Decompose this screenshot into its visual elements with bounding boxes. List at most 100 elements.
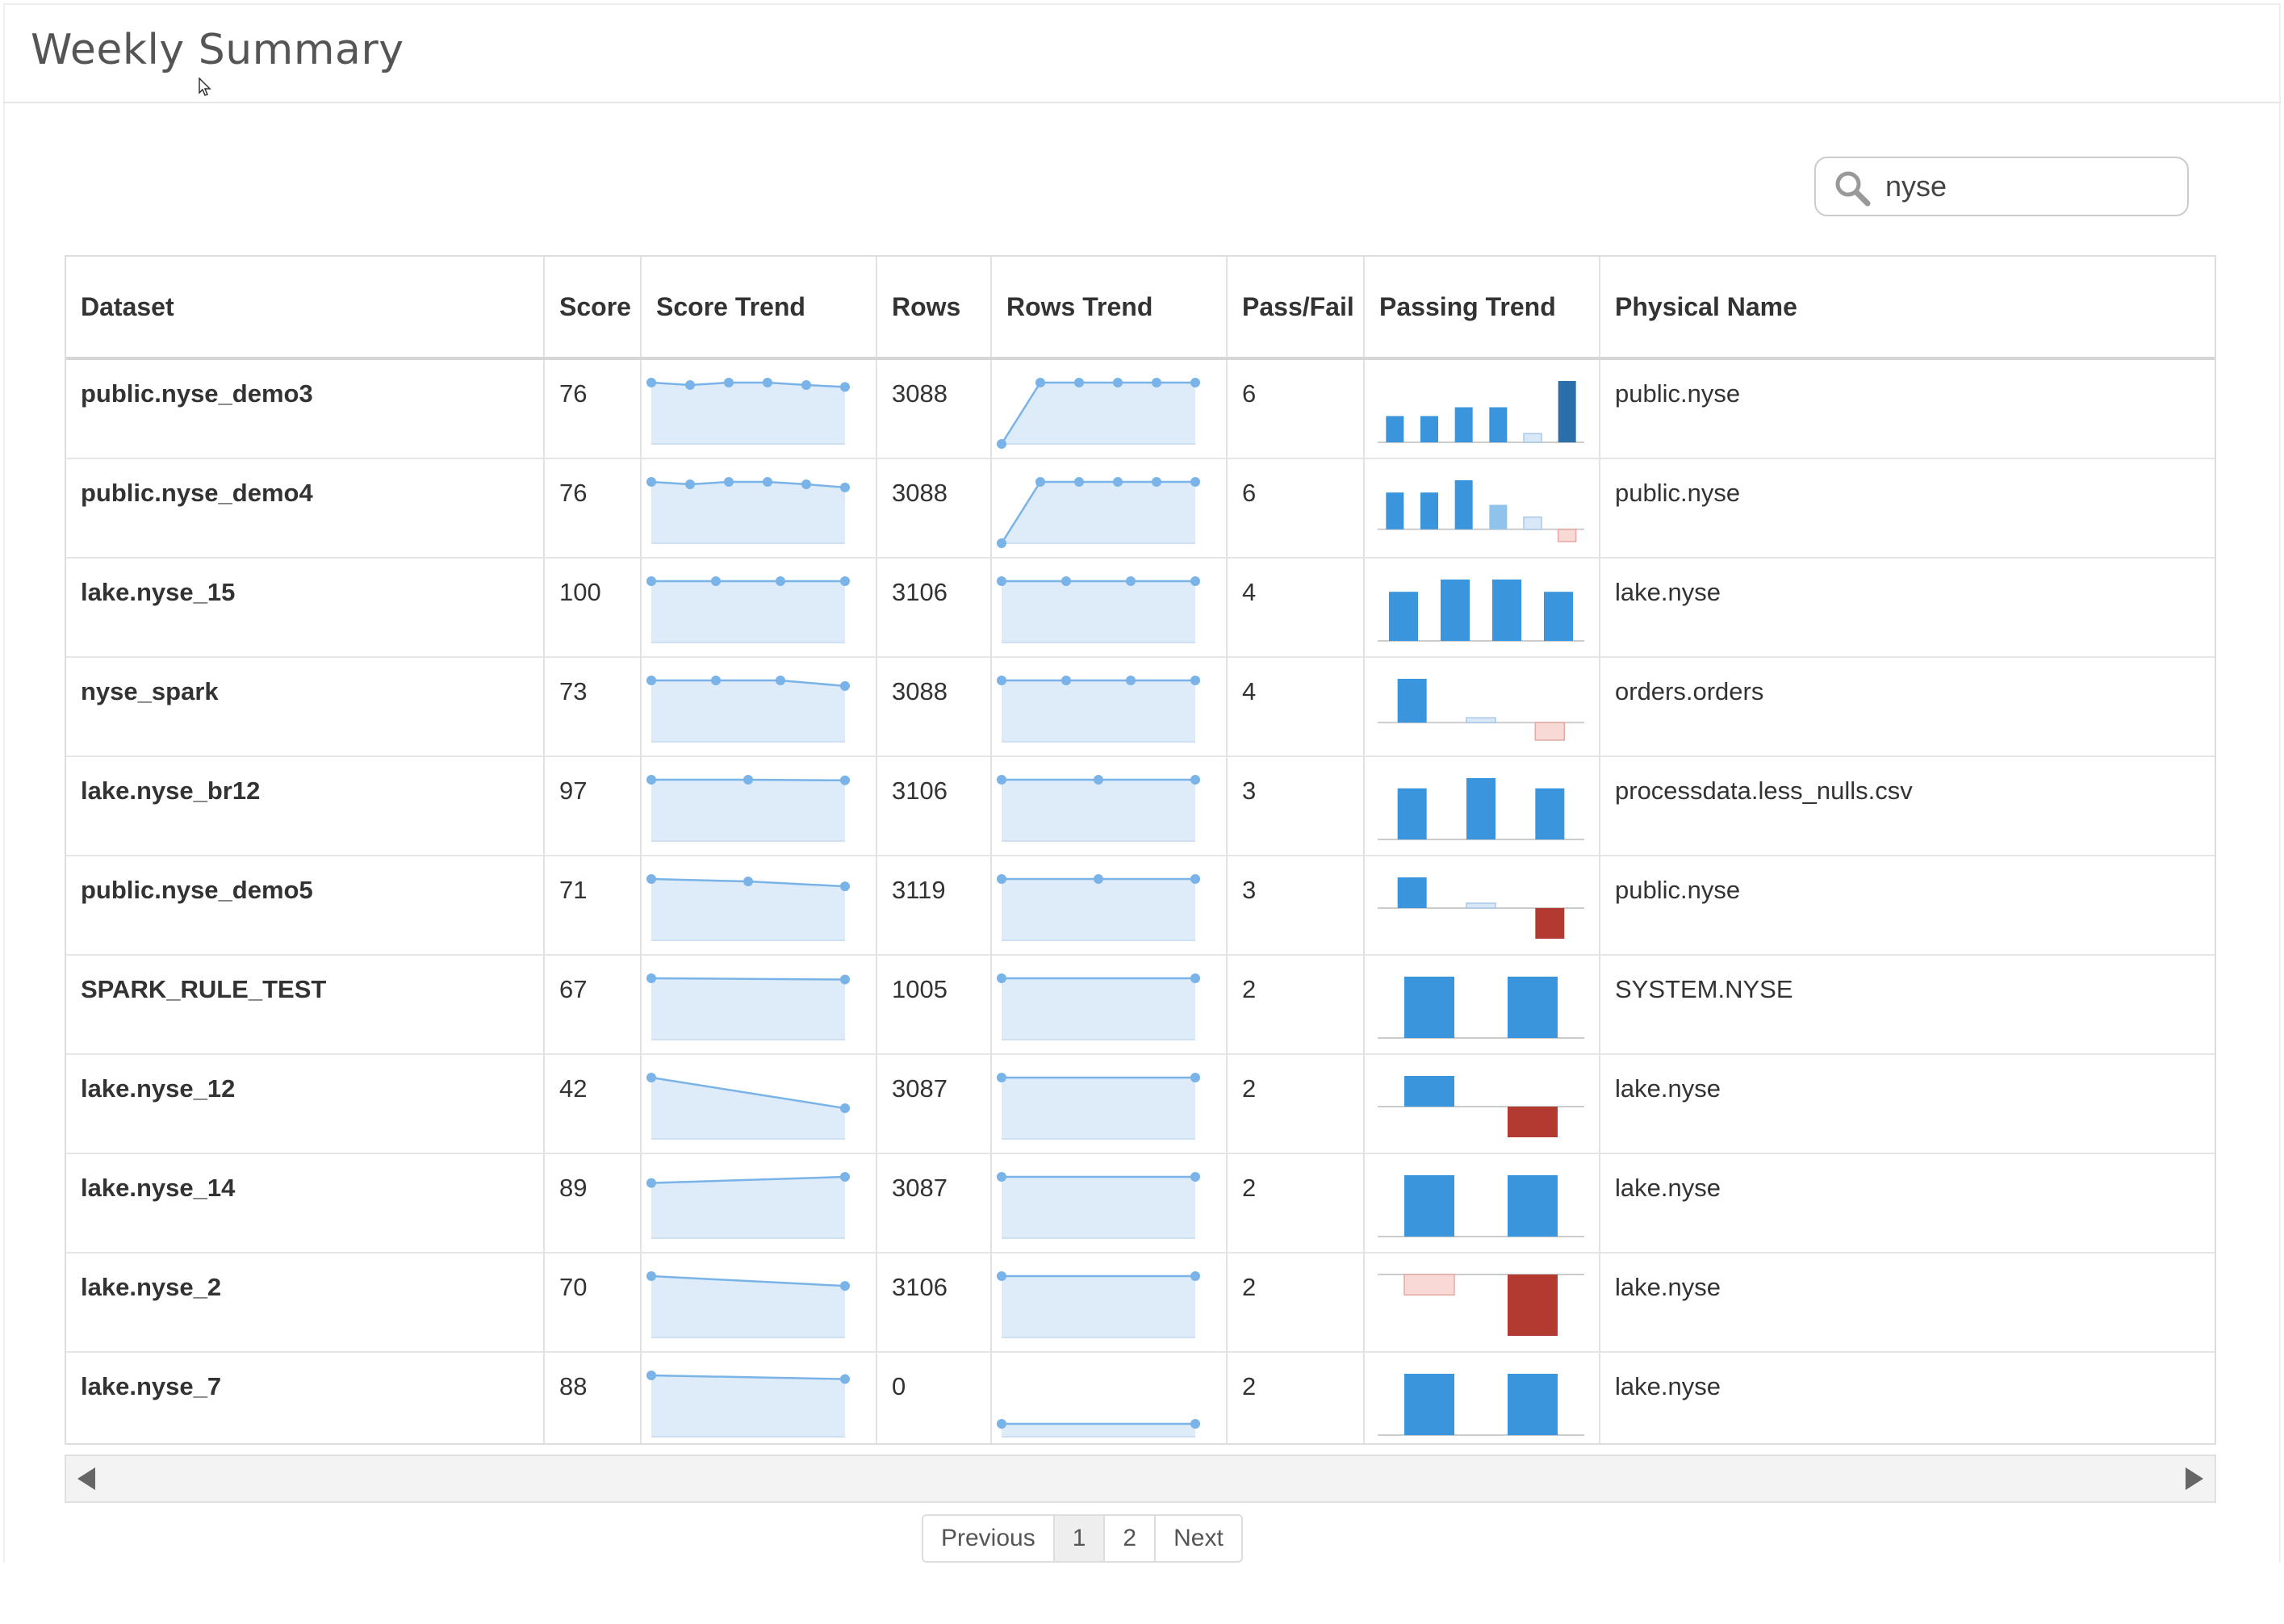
table-row[interactable]: lake.nyse_7 88 0 2 lake.nyse bbox=[66, 1352, 2215, 1443]
score-trend-cell bbox=[641, 358, 877, 458]
table-row[interactable]: public.nyse_demo3 76 3088 6 public.nyse bbox=[66, 358, 2215, 458]
trend-line bbox=[650, 977, 846, 981]
trend-point bbox=[997, 439, 1006, 449]
trend-point bbox=[776, 676, 785, 685]
passing-bar bbox=[1492, 580, 1521, 641]
column-header-rows-trend[interactable]: Rows Trend bbox=[991, 257, 1228, 360]
score-trend-cell bbox=[641, 756, 877, 856]
table-row[interactable]: lake.nyse_2 70 3106 2 lake.nyse bbox=[66, 1253, 2215, 1352]
rows-trend-chart bbox=[997, 1172, 1200, 1239]
passing-trend-cell bbox=[1364, 558, 1600, 657]
column-header-passing-trend[interactable]: Passing Trend bbox=[1364, 257, 1600, 360]
trend-point bbox=[724, 378, 734, 387]
scroll-left-arrow-icon[interactable] bbox=[77, 1467, 95, 1490]
trend-point bbox=[1152, 378, 1161, 387]
trend-area bbox=[1002, 383, 1195, 444]
next-page-button[interactable]: Next bbox=[1173, 1525, 1224, 1551]
dataset-cell: lake.nyse_12 bbox=[66, 1054, 545, 1153]
table-row[interactable]: lake.nyse_15 100 3106 4 lake.nyse bbox=[66, 558, 2215, 657]
page-header: Weekly Summary bbox=[3, 3, 2281, 103]
score-cell: 73 bbox=[544, 657, 642, 756]
dataset-cell: lake.nyse_7 bbox=[66, 1352, 545, 1443]
passing-trend-chart bbox=[1378, 1175, 1584, 1237]
passing-bar bbox=[1386, 416, 1404, 442]
passing-bar bbox=[1454, 407, 1473, 442]
table-row[interactable]: lake.nyse_12 42 3087 2 lake.nyse bbox=[66, 1054, 2215, 1153]
rows-cell: 3106 bbox=[876, 558, 992, 657]
passing-trend-cell bbox=[1364, 1054, 1600, 1153]
trend-area bbox=[651, 978, 845, 1040]
trend-point bbox=[776, 576, 785, 586]
passing-bar bbox=[1534, 722, 1566, 741]
trend-point bbox=[997, 1073, 1006, 1082]
passing-trend-cell bbox=[1364, 756, 1600, 856]
trend-area bbox=[651, 780, 845, 841]
summary-table-container: Dataset Score Score Trend Rows Rows Tren… bbox=[65, 255, 2216, 1445]
rows-trend-chart bbox=[997, 1271, 1200, 1338]
pass-fail-cell: 2 bbox=[1227, 1253, 1365, 1352]
column-header-physical-name[interactable]: Physical Name bbox=[1600, 257, 2215, 360]
trend-point bbox=[840, 482, 850, 492]
passing-bar bbox=[1389, 592, 1418, 641]
table-row[interactable]: SPARK_RULE_TEST 67 1005 2 SYSTEM.NYSE bbox=[66, 955, 2215, 1054]
trend-point bbox=[1074, 477, 1084, 487]
column-header-score[interactable]: Score bbox=[544, 257, 642, 360]
score-trend-chart bbox=[646, 1073, 850, 1140]
trend-point bbox=[1094, 874, 1103, 884]
passing-trend-chart bbox=[1378, 877, 1584, 939]
rows-trend-chart bbox=[997, 775, 1200, 842]
rows-trend-cell bbox=[991, 756, 1228, 856]
trend-point bbox=[801, 380, 811, 391]
passing-trend-chart bbox=[1378, 977, 1584, 1039]
horizontal-scrollbar[interactable] bbox=[65, 1454, 2216, 1503]
rows-cell: 3087 bbox=[876, 1153, 992, 1253]
passing-trend-cell bbox=[1364, 856, 1600, 955]
rows-cell: 1005 bbox=[876, 955, 992, 1054]
trend-point bbox=[685, 380, 695, 391]
trend-line bbox=[650, 381, 846, 388]
trend-point bbox=[1190, 576, 1200, 586]
passing-bar bbox=[1466, 902, 1496, 909]
table-row[interactable]: lake.nyse_14 89 3087 2 lake.nyse bbox=[66, 1153, 2215, 1253]
table-row[interactable]: nyse_spark 73 3088 4 orders.orders bbox=[66, 657, 2215, 756]
score-cell: 76 bbox=[544, 458, 642, 558]
trend-point bbox=[997, 874, 1006, 884]
page-1-button[interactable]: 1 bbox=[1054, 1516, 1106, 1561]
trend-point bbox=[763, 477, 772, 487]
trend-point bbox=[840, 1374, 850, 1384]
trend-point bbox=[1035, 477, 1045, 487]
column-header-dataset[interactable]: Dataset bbox=[66, 257, 545, 360]
column-header-score-trend[interactable]: Score Trend bbox=[641, 257, 877, 360]
score-cell: 100 bbox=[544, 558, 642, 657]
trend-point bbox=[1190, 378, 1200, 387]
search-box[interactable] bbox=[1814, 157, 2189, 216]
page-2-button[interactable]: 2 bbox=[1105, 1516, 1157, 1561]
physical-name-cell: SYSTEM.NYSE bbox=[1615, 975, 1793, 1003]
search-input[interactable] bbox=[1885, 165, 2176, 208]
trend-point bbox=[997, 576, 1006, 586]
column-header-pass-fail[interactable]: Pass/Fail bbox=[1227, 257, 1365, 360]
trend-point bbox=[646, 1073, 656, 1082]
table-row[interactable]: lake.nyse_br12 97 3106 3 processdata.less_nu… bbox=[66, 756, 2215, 856]
passing-trend-cell bbox=[1364, 1153, 1600, 1253]
table-row[interactable]: public.nyse_demo4 76 3088 6 public.nyse bbox=[66, 458, 2215, 558]
score-trend-cell bbox=[641, 955, 877, 1054]
trend-area bbox=[651, 1375, 845, 1437]
trend-area bbox=[1002, 1276, 1195, 1337]
scroll-right-arrow-icon[interactable] bbox=[2186, 1467, 2203, 1490]
passing-bar bbox=[1466, 717, 1496, 724]
trend-point bbox=[1190, 973, 1200, 983]
page-title: Weekly Summary bbox=[31, 26, 404, 74]
dataset-cell: public.nyse_demo4 bbox=[66, 458, 545, 558]
pass-fail-cell: 2 bbox=[1227, 1054, 1365, 1153]
trend-point bbox=[1190, 1419, 1200, 1429]
passing-bar bbox=[1523, 433, 1542, 443]
column-header-rows[interactable]: Rows bbox=[876, 257, 992, 360]
previous-page-button[interactable]: Previous bbox=[923, 1516, 1055, 1561]
score-trend-cell bbox=[641, 657, 877, 756]
trend-line bbox=[1000, 381, 1195, 445]
score-trend-chart bbox=[646, 874, 850, 941]
table-row[interactable]: public.nyse_demo5 71 3119 3 public.nyse bbox=[66, 856, 2215, 955]
score-trend-cell bbox=[641, 856, 877, 955]
trend-point bbox=[724, 477, 734, 487]
